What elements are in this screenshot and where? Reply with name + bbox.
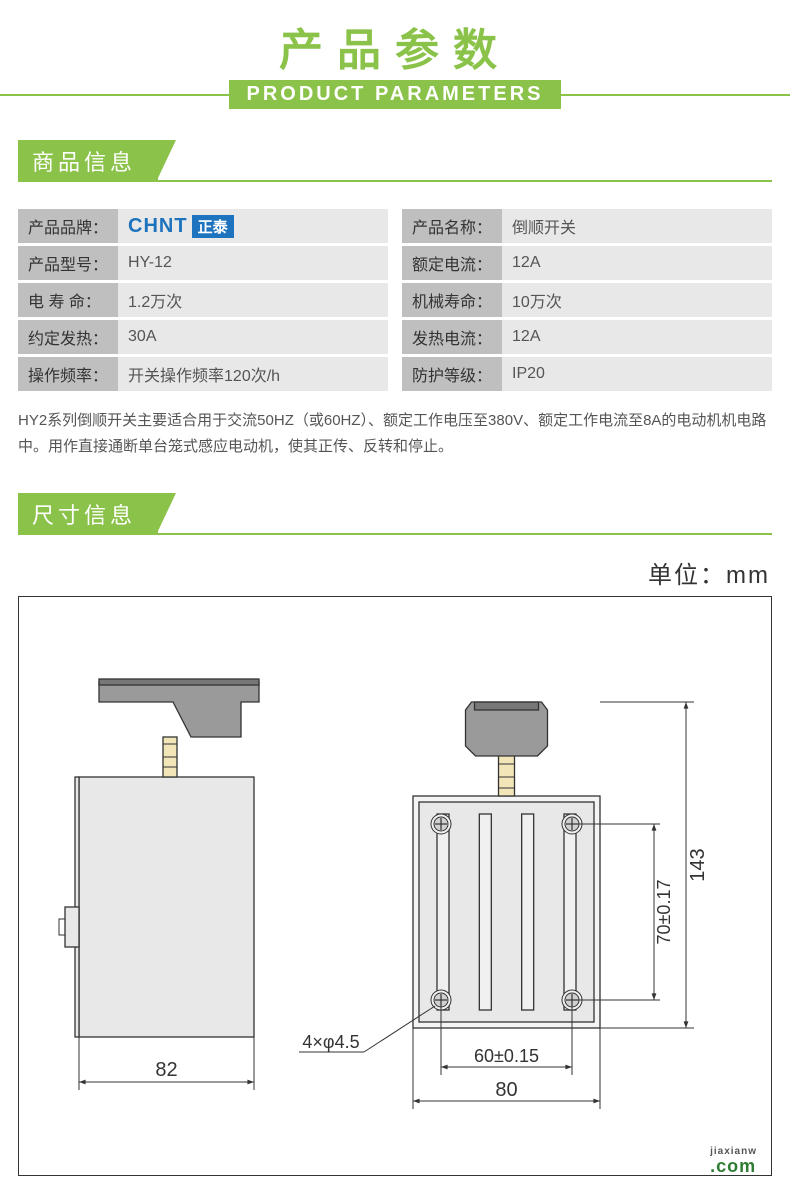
table-row: 机械寿命：10万次 — [402, 283, 772, 317]
spec-key: 机械寿命： — [402, 283, 502, 317]
spec-key: 发热电流： — [402, 320, 502, 354]
table-row: 约定发热：30A — [18, 320, 388, 354]
spec-value: 倒顺开关 — [502, 209, 772, 243]
table-row: 产品品牌： CHNT正泰 — [18, 209, 388, 243]
spec-key: 产品名称： — [402, 209, 502, 243]
spec-value: HY-12 — [118, 246, 388, 280]
table-row: 产品型号：HY-12 — [18, 246, 388, 280]
page-title-cn: 产品参数 — [0, 0, 790, 78]
spec-value: IP20 — [502, 357, 772, 391]
section-badge-size-info: 尺寸信息 — [18, 493, 158, 535]
spec-key: 产品型号： — [18, 246, 118, 280]
spec-value: 开关操作频率120次/h — [118, 357, 388, 391]
spec-table-right: 产品名称：倒顺开关额定电流：12A机械寿命：10万次发热电流：12A防护等级：I… — [402, 206, 772, 394]
section-badge-product-info: 商品信息 — [18, 140, 158, 182]
table-row: 产品名称：倒顺开关 — [402, 209, 772, 243]
header-rule-right — [561, 94, 790, 96]
spec-key: 电 寿 命： — [18, 283, 118, 317]
spec-value: 10万次 — [502, 283, 772, 317]
watermark: jiaxianw .com — [710, 1148, 757, 1177]
section-rule — [18, 180, 772, 182]
watermark-sub: jiaxianw — [710, 1148, 757, 1156]
brand-logo-cn: 正泰 — [192, 215, 234, 238]
svg-text:143: 143 — [687, 848, 709, 881]
header-rule-left — [0, 94, 229, 96]
table-row: 发热电流：12A — [402, 320, 772, 354]
svg-text:80: 80 — [495, 1079, 517, 1101]
page-title-en-wrap: PRODUCT PARAMETERS — [0, 80, 790, 109]
spec-key: 额定电流： — [402, 246, 502, 280]
brand-logo: CHNT正泰 — [128, 215, 234, 238]
spec-value: 30A — [118, 320, 388, 354]
table-row: 操作频率：开关操作频率120次/h — [18, 357, 388, 391]
svg-text:82: 82 — [155, 1059, 177, 1081]
table-row: 防护等级：IP20 — [402, 357, 772, 391]
watermark-main: .com — [710, 1156, 756, 1176]
spec-key: 操作频率： — [18, 357, 118, 391]
spec-value: 12A — [502, 320, 772, 354]
spec-value: 1.2万次 — [118, 283, 388, 317]
svg-text:60±0.15: 60±0.15 — [474, 1046, 539, 1066]
spec-key: 约定发热： — [18, 320, 118, 354]
page-title-en: PRODUCT PARAMETERS — [229, 80, 562, 109]
unit-label: 单位：mm — [0, 555, 790, 590]
spec-key: 产品品牌： — [18, 209, 118, 243]
spec-value: CHNT正泰 — [118, 209, 388, 243]
spec-tables: 产品品牌：CHNT正泰产品型号：HY-12电 寿 命：1.2万次约定发热：30A… — [0, 206, 790, 394]
product-description: HY2系列倒顺开关主要适合用于交流50HZ（或60HZ）、额定工作电压至380V… — [0, 394, 790, 463]
table-row: 额定电流：12A — [402, 246, 772, 280]
section-rule — [18, 533, 772, 535]
brand-logo-en: CHNT — [128, 215, 188, 238]
spec-value: 12A — [502, 246, 772, 280]
spec-table-left: 产品品牌：CHNT正泰产品型号：HY-12电 寿 命：1.2万次约定发热：30A… — [18, 206, 388, 394]
svg-text:70±0.17: 70±0.17 — [654, 880, 674, 945]
page-header: 产品参数 PRODUCT PARAMETERS — [0, 0, 790, 110]
spec-key: 防护等级： — [402, 357, 502, 391]
table-row: 电 寿 命：1.2万次 — [18, 283, 388, 317]
dimension-diagram: 82 143 70±0.17 60±0.15 80 4×φ4.5 jiaxianw .co… — [18, 596, 772, 1176]
svg-text:4×φ4.5: 4×φ4.5 — [302, 1032, 359, 1052]
